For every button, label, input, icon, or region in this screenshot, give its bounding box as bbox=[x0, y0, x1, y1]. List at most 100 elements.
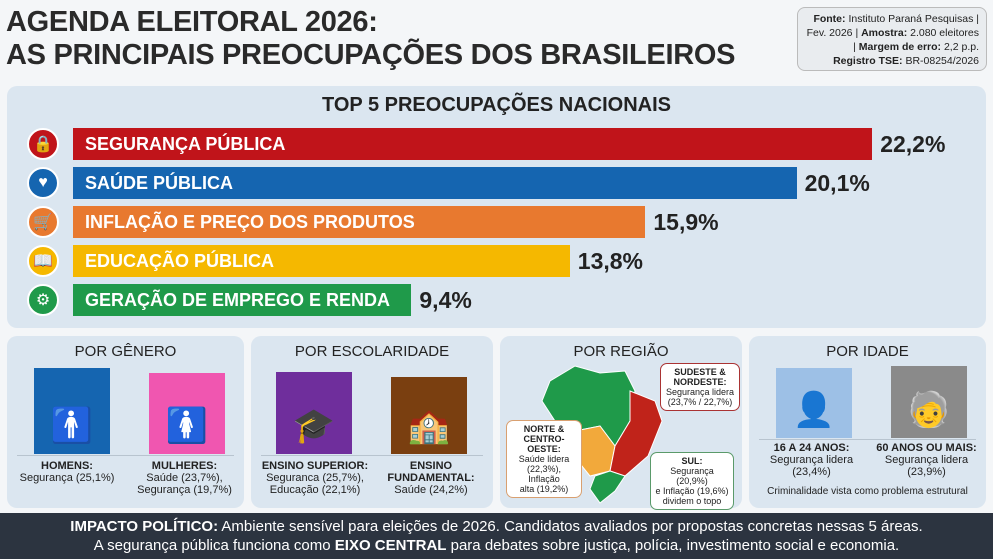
footer-l2a: A segurança pública funciona como bbox=[93, 537, 331, 554]
men-label: HOMENS: bbox=[41, 460, 93, 472]
se-l1: Segurança lidera bbox=[665, 387, 735, 397]
fonte: Instituto Paraná Pesquisas | bbox=[848, 13, 979, 25]
bar-value: 20,1% bbox=[804, 170, 870, 196]
fundamental-caption: ENSINO FUNDAMENTAL: Saúde (24,2%) bbox=[376, 460, 486, 496]
young-person-icon: 👤 bbox=[776, 368, 852, 438]
education-title: POR ESCOLARIDADE bbox=[294, 343, 450, 360]
bar-value: 13,8% bbox=[577, 248, 644, 274]
registro: BR-08254/2026 bbox=[905, 55, 979, 67]
region-panel: POR REGIÃO SUDESTE & NORDESTE: Segurança l… bbox=[500, 336, 742, 510]
region-title: POR REGIÃO bbox=[573, 343, 669, 360]
elderly-label: 60 ANOS OU MAIS: bbox=[876, 442, 977, 454]
age-panel: POR IDADE 👤 🧓 16 A 24 ANOS: Segurança lid… bbox=[749, 336, 986, 508]
superior-label: ENSINO SUPERIOR: bbox=[261, 460, 369, 472]
graduation-cap-icon: 🎓 bbox=[276, 372, 352, 454]
se-l2: (23,7% / 22,7%) bbox=[667, 397, 733, 407]
sul-l2: e Inflação (19,6%) bbox=[655, 486, 729, 496]
women-l2: Segurança (19,7%) bbox=[137, 484, 232, 496]
bar-label: SAÚDE PÚBLICA bbox=[85, 173, 234, 193]
superior-l2: Educação (22,1%) bbox=[269, 484, 361, 496]
callout-sul: SUL: Segurança (20,9%) e Inflação (19,6%) d… bbox=[650, 452, 734, 510]
fund-label1: ENSINO bbox=[409, 460, 453, 472]
book-icon: 📖 bbox=[27, 245, 59, 277]
education-panel: POR ESCOLARIDADE 🎓 🏫 ENSINO SUPERIOR: Seg… bbox=[251, 336, 493, 508]
page-title: AGENDA ELEITORAL 2026: AS PRINCIPAIS PRE… bbox=[6, 6, 735, 72]
men-caption: HOMENS: Segurança (25,1%) bbox=[12, 460, 122, 484]
chart-title: TOP 5 PREOCUPAÇÕES NACIONAIS bbox=[322, 94, 671, 116]
cart-icon: 🛒 bbox=[27, 206, 59, 238]
top5-chart: TOP 5 PREOCUPAÇÕES NACIONAIS 🔒 SEGURANÇA… bbox=[7, 86, 986, 328]
no-l1: Saúde lidera bbox=[518, 454, 570, 464]
amostra: 2.080 eleitores bbox=[910, 27, 979, 39]
se-label2: NORDESTE: bbox=[673, 377, 727, 387]
young-l1: Segurança lidera bbox=[769, 454, 854, 466]
bar-value: 15,9% bbox=[653, 209, 719, 235]
footer-l2-bold: EIXO CENTRAL bbox=[334, 537, 447, 554]
footer-l1: Ambiente sensível para eleições de 2026.… bbox=[221, 518, 923, 535]
margem-label: Margem de erro: bbox=[858, 41, 942, 53]
bar-label: GERAÇÃO DE EMPREGO E RENDA bbox=[85, 290, 391, 310]
sep: | bbox=[853, 41, 856, 53]
bar-row: 🔒 SEGURANÇA PÚBLICA 22,2% bbox=[7, 128, 986, 160]
heart-plus-icon: ♥ bbox=[27, 167, 59, 199]
age-title: POR IDADE bbox=[826, 343, 909, 360]
sul-l3: dividem o topo bbox=[662, 496, 722, 506]
elderly-person-icon: 🧓 bbox=[891, 366, 967, 438]
young-caption: 16 A 24 ANOS: Segurança lidera (23,4%) bbox=[754, 442, 869, 478]
divider bbox=[759, 439, 976, 440]
no-l3: alta (19,2%) bbox=[519, 484, 569, 494]
title-line-1: AGENDA ELEITORAL 2026: bbox=[6, 6, 378, 38]
bar: SEGURANÇA PÚBLICA bbox=[73, 128, 873, 160]
bar-row: 📖 EDUCAÇÃO PÚBLICA 13,8% bbox=[7, 245, 986, 277]
bar-label: EDUCAÇÃO PÚBLICA bbox=[85, 251, 274, 271]
divider bbox=[17, 455, 234, 456]
footer-l1-bold: IMPACTO POLÍTICO: bbox=[70, 518, 219, 535]
woman-icon: 🚺 bbox=[149, 373, 225, 454]
margem: 2,2 p.p. bbox=[943, 41, 979, 53]
young-label: 16 A 24 ANOS: bbox=[773, 442, 850, 454]
women-l1: Saúde (23,7%), bbox=[146, 472, 223, 484]
man-icon: 🚹 bbox=[34, 368, 110, 454]
bar-value: 9,4% bbox=[419, 287, 472, 313]
amostra-label: Amostra: bbox=[861, 27, 908, 39]
fonte-label: Fonte: bbox=[813, 13, 846, 25]
bar-label: INFLAÇÃO E PREÇO DOS PRODUTOS bbox=[85, 212, 415, 232]
men-text: Segurança (25,1%) bbox=[19, 472, 115, 484]
bar-row: 🛒 INFLAÇÃO E PREÇO DOS PRODUTOS 15,9% bbox=[7, 206, 986, 238]
superior-l1: Seguranca (25,7%), bbox=[266, 472, 364, 484]
fund-label2: FUNDAMENTAL: bbox=[387, 472, 475, 484]
gender-panel: POR GÊNERO 🚹 🚺 HOMENS: Segurança (25,1%) … bbox=[7, 336, 244, 508]
elderly-l2: (23,9%) bbox=[907, 466, 946, 478]
divider bbox=[261, 455, 483, 456]
callout-sudeste-nordeste: SUDESTE & NORDESTE: Segurança lidera (23,7%… bbox=[660, 363, 740, 411]
footer-impact: IMPACTO POLÍTICO: Ambiente sensível para… bbox=[0, 513, 993, 559]
gears-money-icon: ⚙ bbox=[27, 284, 59, 316]
gender-title: POR GÊNERO bbox=[74, 343, 177, 360]
no-label2: CENTRO-OESTE: bbox=[523, 434, 565, 454]
se-label1: SUDESTE & bbox=[674, 367, 726, 377]
bar-row: ♥ SAÚDE PÚBLICA 20,1% bbox=[7, 167, 986, 199]
title-line-2: AS PRINCIPAIS PREOCUPAÇÕES DOS BRASILEIR… bbox=[6, 39, 736, 71]
fund-text: Saúde (24,2%) bbox=[394, 484, 468, 496]
superior-caption: ENSINO SUPERIOR: Seguranca (25,7%), Educaç… bbox=[256, 460, 374, 496]
young-l2: (23,4%) bbox=[792, 466, 831, 478]
sul-l1: Segurança (20,9%) bbox=[670, 466, 714, 486]
school-icon: 🏫 bbox=[391, 377, 467, 454]
bar-value: 22,2% bbox=[880, 131, 946, 157]
bar: EDUCAÇÃO PÚBLICA bbox=[73, 245, 570, 277]
women-label: MULHERES: bbox=[151, 460, 218, 472]
registro-label: Registro TSE: bbox=[833, 55, 903, 67]
bar: SAÚDE PÚBLICA bbox=[73, 167, 797, 199]
no-label1: NORTE & bbox=[523, 424, 565, 434]
callout-norte-centro-oeste: NORTE & CENTRO-OESTE: Saúde lidera (22,3%),… bbox=[506, 420, 582, 498]
data: Fev. 2026 | bbox=[806, 27, 859, 39]
bar-label: SEGURANÇA PÚBLICA bbox=[85, 134, 286, 154]
women-caption: MULHERES: Saúde (23,7%), Segurança (19,7%) bbox=[127, 460, 242, 496]
bar: GERAÇÃO DE EMPREGO E RENDA bbox=[73, 284, 412, 316]
source-box: Fonte: Instituto Paraná Pesquisas | Fev.… bbox=[797, 7, 987, 71]
bar-row: ⚙ GERAÇÃO DE EMPREGO E RENDA 9,4% bbox=[7, 284, 986, 316]
elderly-caption: 60 ANOS OU MAIS: Segurança lidera (23,9%) bbox=[869, 442, 984, 478]
sul-label: SUL: bbox=[681, 456, 703, 466]
elderly-l1: Segurança lidera bbox=[884, 454, 969, 466]
no-l2: (22,3%), Inflação bbox=[526, 464, 561, 484]
